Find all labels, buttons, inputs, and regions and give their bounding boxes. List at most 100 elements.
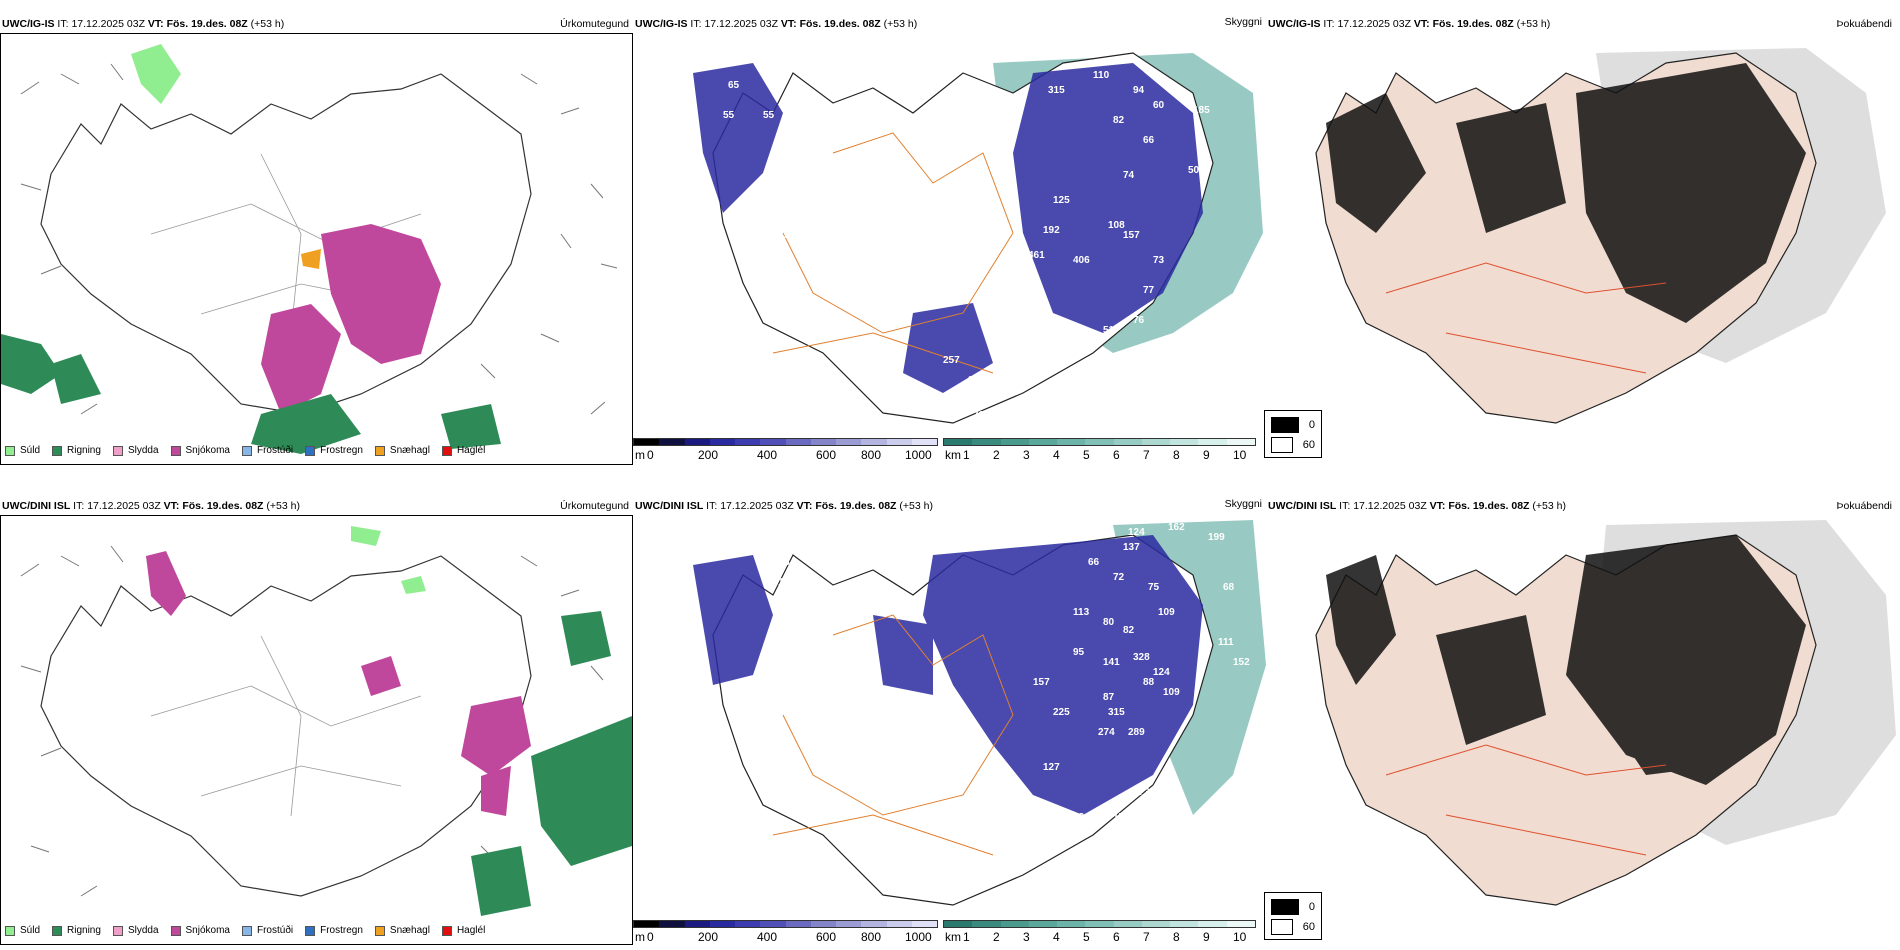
cloud-base-label: 68 bbox=[1223, 582, 1235, 593]
cloud-base-label: 72 bbox=[1113, 572, 1125, 583]
fog-map bbox=[1266, 33, 1900, 443]
cloud-base-label: 59 bbox=[778, 230, 790, 241]
model-name: UWC/IG-IS bbox=[635, 18, 688, 30]
init-time: 17.12.2025 03Z bbox=[720, 500, 794, 512]
cloud-base-label: 77 bbox=[1143, 285, 1155, 296]
cloud-base-label: 111 bbox=[1218, 637, 1234, 648]
cloud-base-label: 137 bbox=[1123, 542, 1140, 553]
cloud-base-label: 820 bbox=[1023, 290, 1040, 301]
cloud-base-label: 157 bbox=[1123, 230, 1140, 241]
init-time: 17.12.2025 03Z bbox=[87, 500, 161, 512]
legend-swatch bbox=[52, 445, 63, 456]
cloud-base-label: 77 bbox=[783, 200, 795, 211]
fog-map bbox=[1266, 515, 1900, 925]
cloud-base-label: 44 bbox=[1013, 335, 1025, 346]
row1-fog-panel: UWC/IG-IS IT: 17.12.2025 03Z VT: Fös. 19… bbox=[1264, 18, 1900, 465]
cloud-base-label: 109 bbox=[1158, 607, 1175, 618]
legend-swatch bbox=[374, 445, 385, 456]
cloud-base-label: 127 bbox=[1043, 762, 1060, 773]
fog-legend-swatch bbox=[1271, 437, 1293, 453]
cloud-base-label: 157 bbox=[1033, 677, 1050, 688]
fog-legend: 0 60 bbox=[1264, 892, 1322, 940]
cloud-base-label: 98 bbox=[1073, 812, 1085, 823]
cloud-base-label: 116 bbox=[808, 592, 825, 603]
cloud-base-colorbar bbox=[633, 920, 938, 928]
cloud-base-label: 257 bbox=[943, 355, 960, 366]
cloud-base-label: 315 bbox=[1048, 85, 1065, 96]
legend-swatch bbox=[305, 925, 316, 936]
cloud-base-label: 95 bbox=[1073, 647, 1085, 658]
precip-legend: Súld Rigning Slydda Snjókoma Frostúði Fr… bbox=[5, 445, 485, 456]
panel-header: UWC/DINI ISL IT: 17.12.2025 03Z VT: Fös.… bbox=[635, 500, 933, 512]
fog-legend-swatch bbox=[1271, 899, 1299, 915]
cloud-base-label: 185 bbox=[1193, 105, 1210, 116]
cloud-base-label: 75 bbox=[1148, 582, 1160, 593]
init-time: 17.12.2025 03Z bbox=[1337, 18, 1411, 30]
panel-title: Þokuábendi bbox=[1836, 18, 1892, 30]
cloud-base-label: 74 bbox=[1123, 170, 1135, 181]
cloud-base-label: 192 bbox=[1043, 225, 1060, 236]
cloud-base-colorbar bbox=[633, 438, 938, 446]
legend-swatch bbox=[241, 925, 252, 936]
legend-swatch bbox=[52, 925, 63, 936]
cloud-base-label: 289 bbox=[1128, 727, 1145, 738]
visibility-ticks: km 1 2 3 4 5 6 7 8 9 10 bbox=[945, 448, 1247, 462]
cloud-base-label: 199 bbox=[1208, 532, 1225, 543]
legend-swatch bbox=[441, 445, 452, 456]
cloud-base-label: 406 bbox=[1073, 255, 1090, 266]
panel-title: Úrkomutegund bbox=[560, 18, 629, 30]
lead-time: (+53 h) bbox=[1532, 500, 1566, 512]
model-name: UWC/IG-IS bbox=[2, 18, 55, 30]
cloud-base-label: 102 bbox=[788, 662, 805, 673]
low-cloud-area bbox=[693, 535, 1203, 815]
cloud-base-ticks: m 0 200 400 600 800 1000 bbox=[635, 448, 932, 462]
cloud-base-label: 82 bbox=[1113, 115, 1125, 126]
cloud-base-label: 125 bbox=[1053, 195, 1070, 206]
cloud-base-label: 80 bbox=[1103, 617, 1115, 628]
cloud-base-label: 154 bbox=[1113, 812, 1130, 823]
panel-title: Skyggni bbox=[1224, 498, 1262, 510]
row1-cloud-panel: UWC/IG-IS IT: 17.12.2025 03Z VT: Fös. 19… bbox=[633, 16, 1266, 465]
cloud-base-label: 66 bbox=[1088, 557, 1100, 568]
snow-area bbox=[146, 551, 531, 816]
low-cloud-area bbox=[693, 63, 1203, 393]
precip-map: Súld Rigning Slydda Snjókoma Frostúði Fr… bbox=[0, 33, 633, 465]
model-name: UWC/DINI ISL bbox=[635, 500, 704, 512]
visibility-colorbar bbox=[943, 920, 1256, 928]
cloud-base-labels: 123 108 116 183 102 124 137 162 199 66 72 75 68 109 11… bbox=[773, 522, 1250, 823]
rain-area bbox=[1, 334, 501, 454]
rain-area bbox=[471, 611, 632, 916]
visibility-ticks: km 1 2 3 4 5 6 7 8 9 10 bbox=[945, 930, 1247, 944]
lead-time: (+53 h) bbox=[899, 500, 933, 512]
cloud-base-label: 274 bbox=[1098, 727, 1115, 738]
cloud-base-labels: 65 55 55 83 77 59 110 315 94 60 185 82 66 74 50 125 192 4… bbox=[723, 70, 1210, 421]
legend-swatch bbox=[305, 445, 316, 456]
cloud-base-label: 60 bbox=[1153, 100, 1165, 111]
snow-area bbox=[261, 224, 441, 414]
legend-swatch bbox=[441, 925, 452, 936]
cloud-base-label: 90 bbox=[968, 375, 980, 386]
cloud-base-label: 50 bbox=[1188, 165, 1200, 176]
panel-header: UWC/IG-IS IT: 17.12.2025 03Z VT: Fös. 19… bbox=[2, 18, 285, 30]
cloud-base-label: 461 bbox=[1028, 250, 1045, 261]
cloud-base-label: 88 bbox=[1143, 677, 1155, 688]
visibility-colorbar bbox=[943, 438, 1256, 446]
cloud-base-label: 65 bbox=[728, 80, 740, 91]
cloud-base-label: 41 bbox=[1083, 330, 1095, 341]
cloud-base-label: 73 bbox=[1153, 255, 1165, 266]
legend-swatch bbox=[241, 445, 252, 456]
row2-cloud-panel: UWC/DINI ISL IT: 17.12.2025 03Z VT: Fös.… bbox=[633, 498, 1266, 947]
fog-legend-swatch bbox=[1271, 919, 1293, 935]
cloud-base-ticks: m 0 200 400 600 800 1000 bbox=[635, 930, 932, 944]
iceland-outline bbox=[40, 555, 532, 897]
cloud-base-label: 55 bbox=[723, 110, 735, 121]
cloud-base-label: 66 bbox=[1143, 135, 1155, 146]
cloud-base-label: 141 bbox=[1103, 657, 1120, 668]
valid-time: Fös. 19.des. 08Z bbox=[1448, 500, 1530, 512]
cloud-base-label: 124 bbox=[1153, 667, 1170, 678]
cloud-base-label: 82 bbox=[1123, 625, 1135, 636]
valid-time: Fös. 19.des. 08Z bbox=[1432, 18, 1514, 30]
init-time: 17.12.2025 03Z bbox=[1353, 500, 1427, 512]
cloud-base-label: 94 bbox=[1133, 85, 1145, 96]
legend-swatch bbox=[112, 925, 123, 936]
